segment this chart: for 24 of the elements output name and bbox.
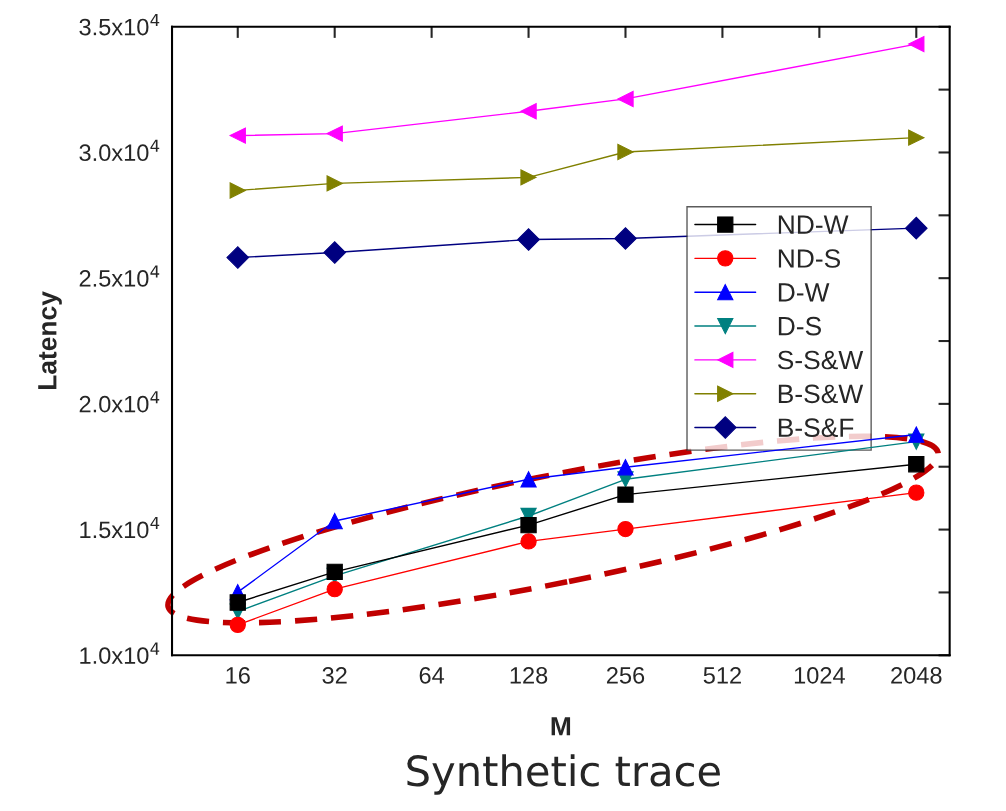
y-tick-label: 2.0x10$^{4}$ [79, 391, 160, 413]
x-tick-label: 2048 [891, 667, 942, 684]
x-axis-title: M [551, 717, 571, 736]
y-axis-title: Latency [38, 291, 62, 390]
y-tick-label: 1.5x10$^{4}$ [80, 516, 160, 539]
x-tick-label: 16 [226, 667, 250, 684]
x-tick-label: 128 [510, 667, 548, 684]
y-tick-label: 3.5x10$^{4}$ [79, 14, 160, 36]
x-tick-label: 256 [606, 667, 645, 684]
legend-label: D-W [778, 283, 830, 302]
legend-label: D-S [778, 316, 821, 336]
x-tick-label: 1024 [794, 667, 845, 684]
text: Synthetic trace [407, 754, 720, 795]
x-tick-label: 32 [322, 667, 347, 684]
legend-label: ND-S [778, 249, 841, 268]
legend-label: S-S&W [777, 350, 864, 370]
x-tick-label: 512 [703, 667, 741, 684]
legend-label: ND-W [778, 215, 849, 234]
legend-label: B-S&F [778, 418, 854, 438]
y-tick-label: 2.5x10$^{4}$ [79, 265, 160, 287]
y-tick-label: 1.0x10$^{4}$ [80, 642, 160, 664]
y-tick-label: 3.0x10$^{4}$ [79, 139, 160, 162]
x-tick-label: 64 [419, 667, 445, 684]
legend-label: B-S&W [778, 384, 864, 404]
